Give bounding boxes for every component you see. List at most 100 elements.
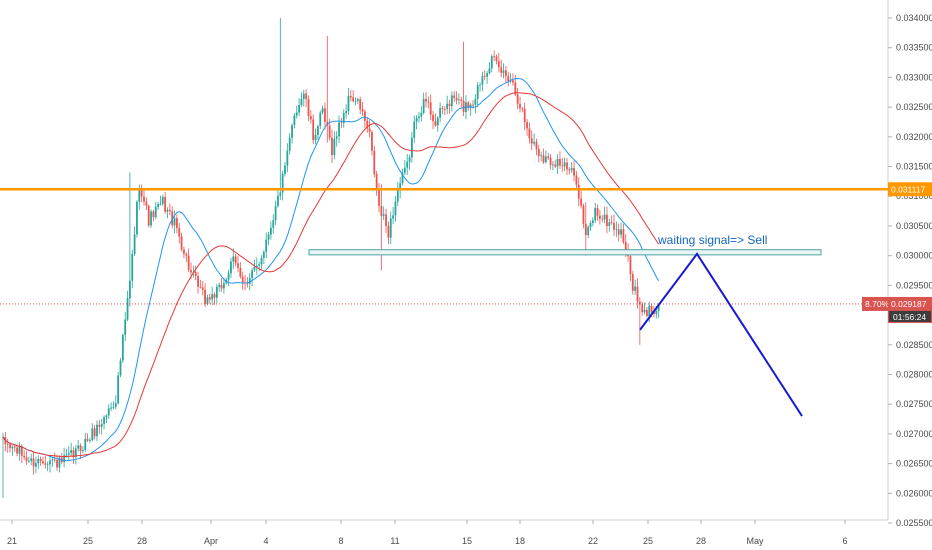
candle-body [126,298,129,320]
candle-body [86,438,89,441]
resistance-zone[interactable] [308,249,822,256]
x-tick-label: May [746,536,764,546]
y-tick-label: 0.031500 [896,162,932,172]
price-axis[interactable]: 0.034000 0.033500 0.033000 0.032500 0.032000… [888,13,932,528]
candle-body [458,99,460,101]
candle-body [100,424,103,427]
candle-body [166,209,169,212]
y-tick-label: 0.033500 [896,43,932,53]
change-percent-tag [862,296,888,311]
candle-body [608,222,611,226]
y-tick-label: 0.025500 [896,518,932,528]
candle-body [185,253,188,256]
candle-body [481,76,484,85]
candle-body [194,271,197,277]
ma-slow-line [2,92,660,458]
x-tick-label: 25 [643,536,653,546]
candle-body [422,98,425,113]
candle-body [251,270,253,278]
candle-body [509,80,512,82]
candle-body [575,175,578,185]
candle-body [382,214,385,216]
candle-body [653,312,655,315]
candle-body [547,156,550,158]
y-tick-label: 0.033000 [896,72,932,82]
candle-body [286,150,289,166]
x-tick-label: 6 [842,536,847,546]
candle-body [411,137,413,158]
candle-body [248,277,251,284]
candle-body [93,428,96,437]
candle-body [32,458,35,467]
candle-body [96,424,98,437]
candle-body [51,459,54,461]
candle-body [472,104,474,106]
candle-body [594,208,597,221]
candle-body [584,223,587,236]
candle-body [23,455,26,458]
candle-body [603,214,606,220]
candle-body [307,99,310,117]
candle-body [441,108,444,109]
projection-path[interactable] [639,252,803,417]
candle-body [117,375,120,404]
candle-body [293,115,296,126]
candle-body [67,453,70,455]
candle-body [159,203,162,205]
x-tick-label: 28 [137,536,147,546]
candle-body [620,229,622,235]
candle-body [521,108,524,110]
candle-body [103,417,105,425]
candle-body [591,220,594,223]
candle-body [371,131,373,151]
candle-body [302,93,305,99]
candle-body [274,206,277,221]
candle-body [490,56,493,69]
time-axis[interactable]: 21 25 28 Apr 4 8 11 15 18 22 25 28 May 6 [7,520,848,546]
candle-body [356,99,359,101]
candle-body [131,254,134,281]
candle-body [349,95,352,98]
candle-body [613,223,615,230]
candle-body [82,450,84,451]
candle-body [213,294,216,298]
candle-body [514,82,517,95]
candle-body [333,138,336,155]
candle-body [345,110,347,114]
candle-body [173,218,176,226]
candle-body [220,284,223,289]
candle-body [556,158,559,167]
candle-body [89,440,91,441]
candle-body [27,460,30,462]
candle-body [462,100,465,112]
candle-body [561,165,564,167]
candle-body [58,457,61,468]
candle-body [180,236,183,250]
candle-body [408,157,411,162]
candle-body [72,450,75,458]
candle-body [46,464,49,466]
annotation-text[interactable]: waiting signal=> Sell [657,233,767,247]
candle-body [631,274,634,291]
candle-body [107,408,110,416]
plot-area[interactable] [2,18,660,499]
candle-body [295,112,298,116]
candle-body [573,167,575,176]
candle-body [488,68,491,74]
candle-body [237,263,239,268]
candle-body [140,187,143,197]
candle-body [234,256,237,264]
candle-body [366,120,369,129]
candle-body [37,458,40,464]
candle-body [580,198,582,206]
candle-body [568,169,571,171]
candle-body [544,156,547,163]
x-tick-label: 8 [338,536,343,546]
candle-body [112,406,115,408]
candle-body [533,141,535,144]
candle-body [392,215,394,219]
candle-body [272,220,275,228]
candle-body [502,70,505,73]
level-price-label: 0.031117 [891,184,925,194]
